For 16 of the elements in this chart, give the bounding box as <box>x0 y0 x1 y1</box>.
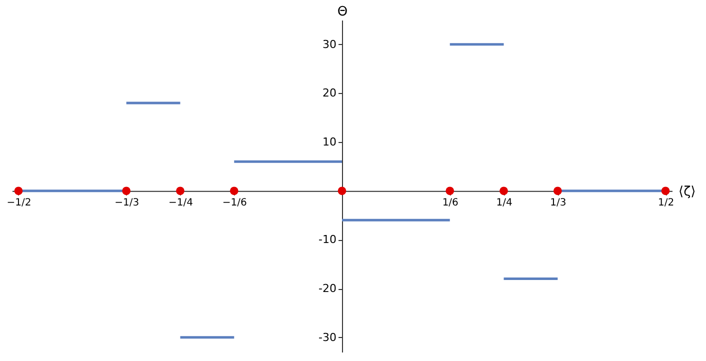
x-tick-label: 1/2 <box>658 197 674 208</box>
x-tick-label: −1/6 <box>222 197 247 208</box>
x-tick-label: 1/3 <box>550 197 566 208</box>
y-axis-title: Θ <box>337 4 348 20</box>
y-tick-label: 10 <box>322 136 336 149</box>
x-tick-label: −1/3 <box>114 197 140 208</box>
y-tick-label: 30 <box>322 38 336 51</box>
y-tick-label: -10 <box>318 233 336 246</box>
x-tick-label: −1/4 <box>168 197 193 208</box>
y-tick-label: -20 <box>318 282 336 296</box>
x-tick-label: 1/4 <box>496 197 512 208</box>
x-tick-label: 1/6 <box>442 197 458 208</box>
x-tick-label: −1/2 <box>6 197 32 208</box>
y-tick-label: 20 <box>322 86 336 100</box>
y-tick-label: -30 <box>318 330 336 344</box>
x-axis-title: ⟨ζ⟩ <box>678 184 696 200</box>
